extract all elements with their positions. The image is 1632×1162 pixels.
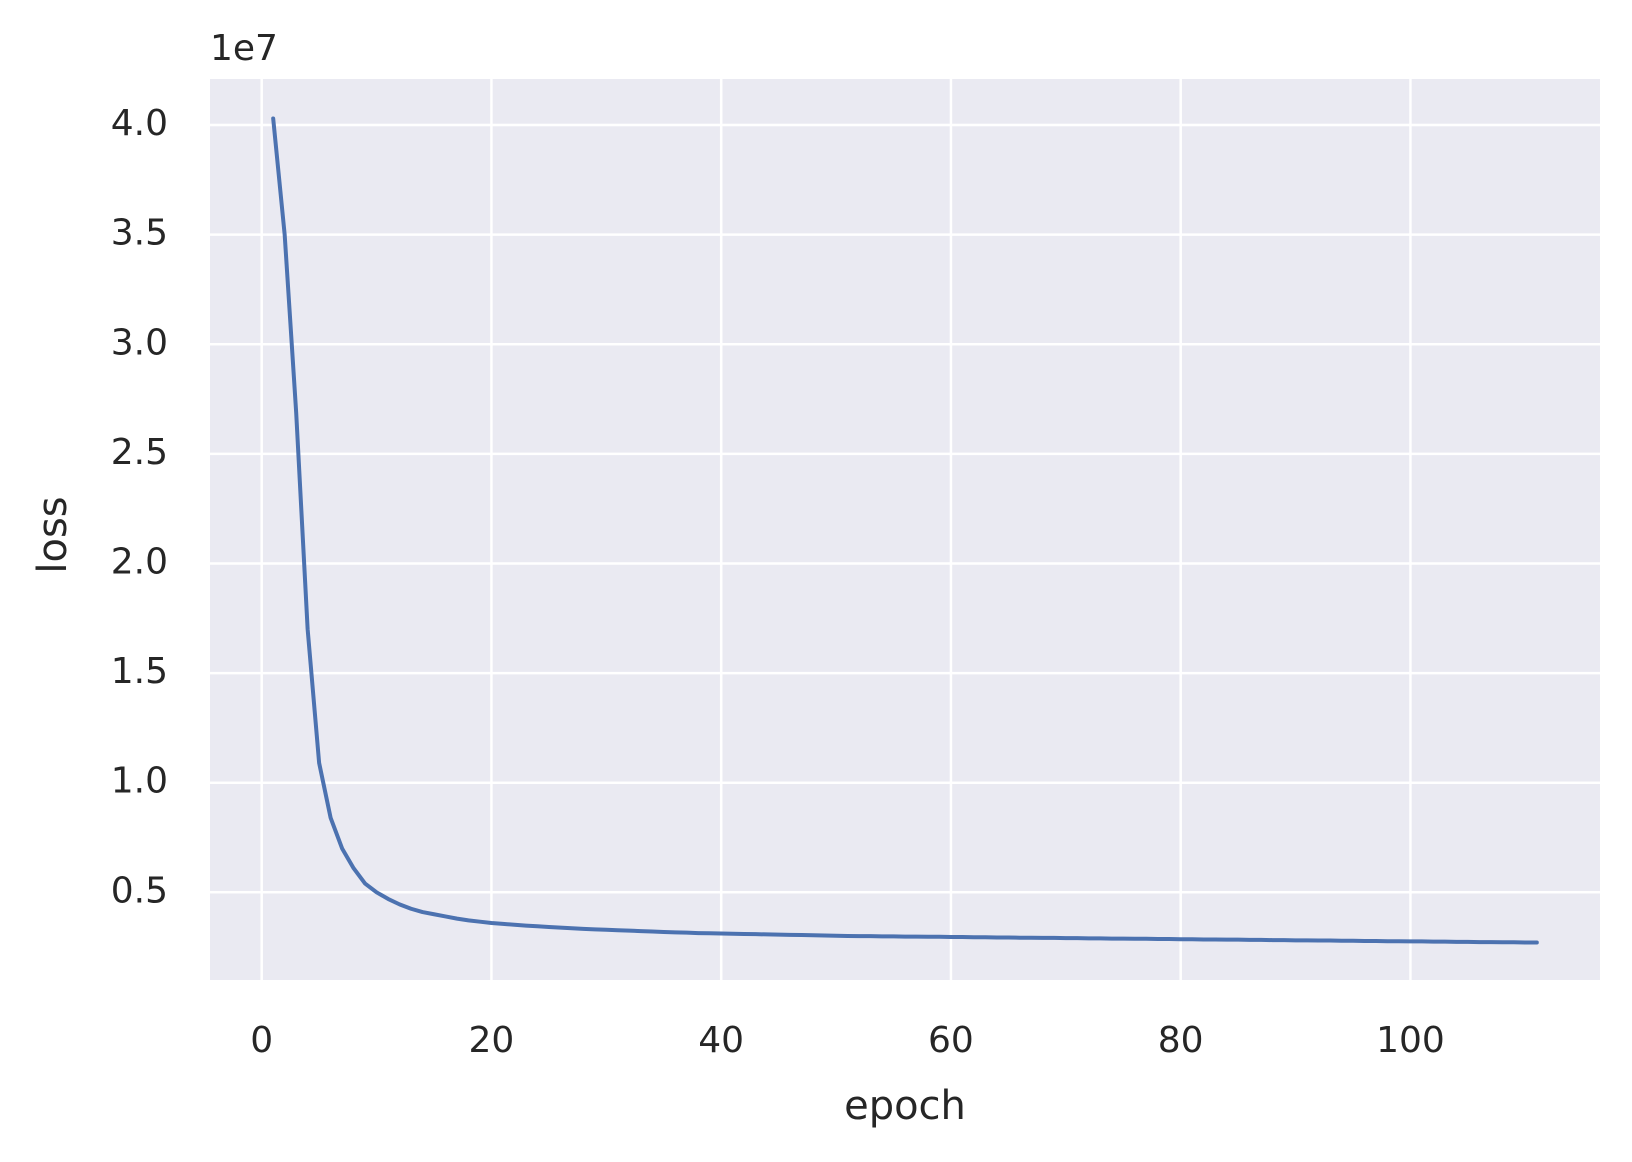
y-tick-label: 0.5: [111, 870, 168, 911]
data-line: [271, 116, 1539, 945]
y-axis-label: loss: [30, 496, 76, 573]
y-tick-label: 2.5: [111, 432, 168, 473]
x-tick-label: 80: [1158, 1020, 1204, 1061]
x-tick-label: 20: [469, 1020, 515, 1061]
y-tick-label: 2.0: [111, 541, 168, 582]
x-tick-label: 40: [698, 1020, 744, 1061]
x-tick-label: 0: [250, 1020, 273, 1061]
y-tick-label: 4.0: [111, 103, 168, 144]
x-axis-label: epoch: [844, 1083, 966, 1129]
x-tick-label: 100: [1376, 1020, 1445, 1061]
y-tick-label: 3.5: [111, 213, 168, 254]
y-tick-label: 1.0: [111, 761, 168, 802]
x-tick-label: 60: [928, 1020, 974, 1061]
y-tick-label: 3.0: [111, 322, 168, 363]
plot-background: [210, 79, 1600, 980]
offset-label: 1e7: [210, 28, 278, 69]
y-tick-label: 1.5: [111, 651, 168, 692]
